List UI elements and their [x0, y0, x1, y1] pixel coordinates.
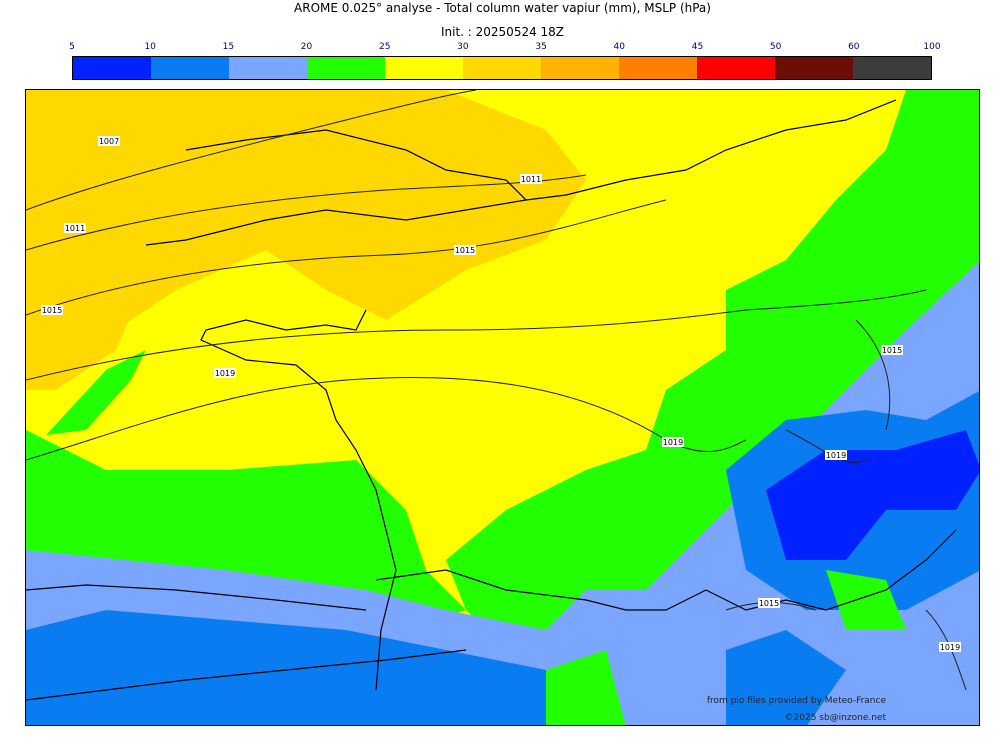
colorbar — [72, 56, 932, 80]
colorbar-segment — [619, 57, 697, 79]
field-20-25-south-patch — [546, 650, 626, 725]
isobar-label: 1015 — [759, 599, 779, 608]
colorbar-tick-label: 35 — [535, 42, 547, 52]
data-source-credit: from pio files provided by Meteo-France — [706, 696, 886, 706]
colorbar-segment — [229, 57, 307, 79]
colorbar-tick-label: 25 — [378, 42, 391, 52]
isobar-label: 1011 — [521, 175, 541, 184]
colorbar-tick-label: 50 — [769, 42, 782, 52]
field-20-25-northwest-tongue — [46, 350, 146, 435]
field-10-15-southeast — [726, 630, 846, 725]
field-20-25-southeast-patch — [826, 570, 906, 630]
colorbar-tick-label: 10 — [144, 42, 156, 52]
isobar-label: 1019 — [940, 643, 960, 652]
isobar-label: 1019 — [215, 369, 235, 378]
colorbar-tick-label: 60 — [848, 42, 860, 52]
weather-map: 1007 1011 1011 1015 1015 1019 1019 1019 … — [25, 89, 980, 726]
colorbar-tick-label: 20 — [300, 42, 313, 52]
isobar-label: 1015 — [882, 346, 902, 355]
colorbar-segment — [463, 57, 541, 79]
field-30-35-west — [26, 260, 146, 390]
map-title: AROME 0.025° analyse - Total column wate… — [294, 1, 711, 15]
colorbar-tick-label: 5 — [69, 42, 75, 52]
colorbar-segment — [775, 57, 853, 79]
isobar-label: 1019 — [663, 438, 683, 447]
colorbar-segment — [853, 57, 931, 79]
colorbar-tick-label: 30 — [457, 42, 469, 52]
isobar-labels: 1007 1011 1011 1015 1015 1019 1019 1019 … — [41, 136, 961, 652]
field-5-10-alps — [766, 430, 979, 560]
colorbar-segment — [151, 57, 229, 79]
colorbar-segment — [73, 57, 151, 79]
colorbar-tick-label: 15 — [222, 42, 235, 52]
colorbar-segment — [541, 57, 619, 79]
isobar-label: 1015 — [455, 246, 475, 255]
colorbar-segment — [385, 57, 463, 79]
init-time: Init. : 20250524 18Z — [440, 25, 565, 39]
colorbar-segment — [697, 57, 775, 79]
field-30-35-northwest — [26, 90, 586, 390]
isobar-label: 1011 — [65, 224, 85, 233]
copyright-credit: ©2025 sb@inzone.net — [784, 713, 886, 723]
coastlines — [26, 99, 957, 701]
colorbar-segment — [307, 57, 385, 79]
isobar-label: 1007 — [99, 137, 119, 146]
colorbar-tick-label: 45 — [691, 42, 704, 52]
colorbar-tick-label: 40 — [613, 42, 625, 52]
isobar-label: 1019 — [826, 451, 846, 460]
field-15-20-south — [26, 261, 979, 725]
isobar-label: 1015 — [42, 306, 62, 315]
colorbar-tick-label: 100 — [923, 42, 941, 52]
